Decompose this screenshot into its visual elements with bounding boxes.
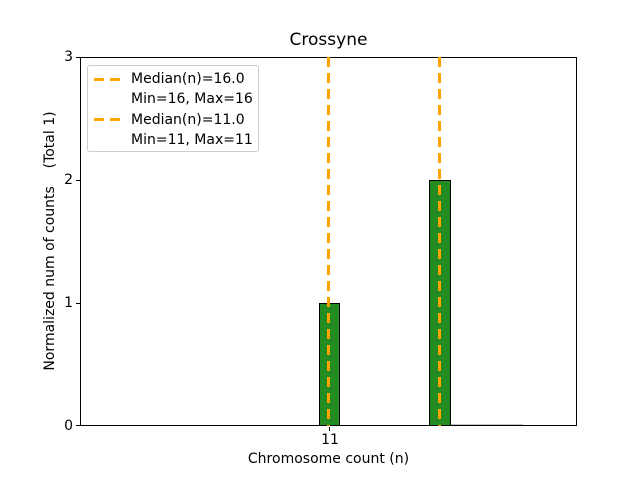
legend-box: Median(n)=16.0 Min=16, Max=16 Median(n)=… (87, 65, 259, 152)
y-tick-label-1: 1 (64, 295, 73, 311)
x-axis-label: Chromosome count (n) (247, 451, 410, 467)
dashed-line-icon (94, 77, 120, 81)
legend-label: Median(n)=16.0 (131, 71, 245, 88)
median-line-11 (327, 57, 330, 426)
chart-title: Crossyne (289, 30, 368, 50)
y-tick-mark-2 (76, 180, 80, 181)
legend-entry-median-11: Median(n)=11.0 (88, 110, 258, 130)
empty-marker-icon (94, 98, 120, 101)
legend-label: Min=11, Max=11 (131, 131, 253, 148)
legend-entry-minmax-16: Min=16, Max=16 (88, 89, 258, 109)
dashed-line-icon (94, 118, 120, 122)
legend-label: Min=16, Max=16 (131, 91, 253, 108)
zero-bin-outline (451, 424, 523, 425)
y-tick-label-2: 2 (64, 172, 73, 188)
empty-marker-icon (94, 138, 120, 141)
legend-entry-median-16: Median(n)=16.0 (88, 69, 258, 89)
y-tick-label-3: 3 (64, 49, 73, 65)
y-tick-mark-0 (76, 425, 80, 426)
median-line-16 (438, 57, 441, 426)
x-tick-label-11: 11 (321, 432, 339, 448)
y-axis-label: Normalized num of counts (Total 1) (42, 111, 58, 371)
x-tick-mark-11 (329, 427, 330, 431)
y-tick-mark-1 (76, 303, 80, 304)
y-tick-label-0: 0 (64, 418, 73, 434)
legend-label: Median(n)=11.0 (131, 111, 245, 128)
y-tick-mark-3 (76, 57, 80, 58)
legend-entry-minmax-11: Min=11, Max=11 (88, 130, 258, 150)
